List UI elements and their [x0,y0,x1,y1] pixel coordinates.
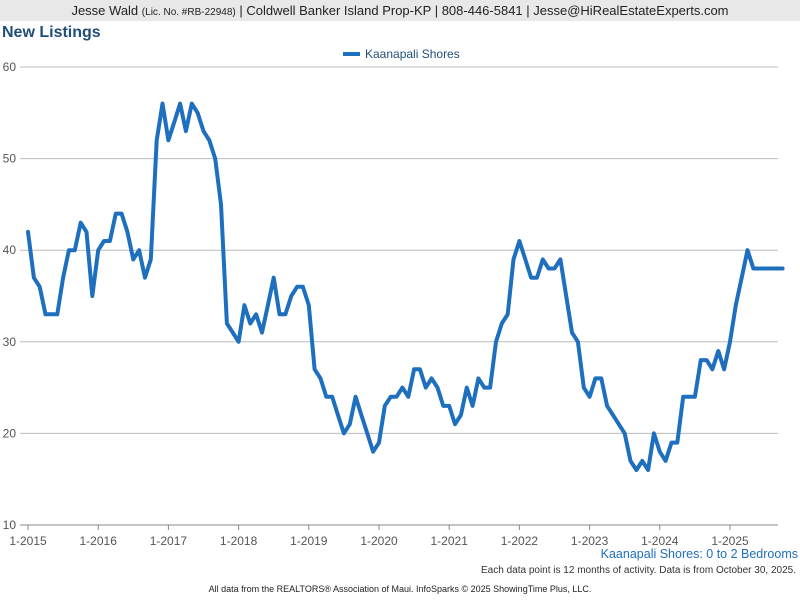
x-tick-label-1-2021: 1-2021 [431,534,469,548]
copyright-footer: All data from the REALTORS® Association … [208,584,592,594]
y-tick-label-40: 40 [3,243,17,257]
agent-contact: | Coldwell Banker Island Prop-KP | 808-4… [239,3,729,18]
chart-subtitle: Kaanapali Shores: 0 to 2 Bedrooms [600,547,798,561]
x-tick-label-1-2020: 1-2020 [360,534,398,548]
agent-header: Jesse Wald (Lic. No. #RB-22948) | Coldwe… [0,0,800,21]
x-tick-label-1-2016: 1-2016 [80,534,118,548]
chart-legend: Kaanapali Shores [343,46,460,62]
y-tick-label-50: 50 [3,152,17,166]
page-title: New Listings [2,24,101,41]
y-tick-label-20: 20 [3,426,17,440]
y-tick-label-60: 60 [3,60,17,74]
agent-license: (Lic. No. #RB-22948) [141,7,236,18]
legend-swatch [343,52,360,56]
x-tick-label-1-2018: 1-2018 [220,534,258,548]
x-tick-label-1-2015: 1-2015 [9,534,47,548]
series-line-0 [26,101,785,472]
x-tick-label-1-2022: 1-2022 [501,534,539,548]
line-chart: 10 20 30 40 50 60 1-2015 1-2016 1-2017 1-2018 1-20… [3,60,785,548]
data-footnote: Each data point is 12 months of activity… [481,565,796,576]
x-tick-label-1-2019: 1-2019 [290,534,328,548]
y-tick-label-10: 10 [3,518,17,532]
x-tick-label-1-2024: 1-2024 [641,534,679,548]
agent-name: Jesse Wald [71,3,139,18]
x-tick-label-1-2023: 1-2023 [571,534,609,548]
x-tick-label-1-2025: 1-2025 [711,534,749,548]
x-tick-label-1-2017: 1-2017 [150,534,188,548]
y-tick-label-30: 30 [3,335,17,349]
legend-label: Kaanapali Shores [365,47,460,61]
